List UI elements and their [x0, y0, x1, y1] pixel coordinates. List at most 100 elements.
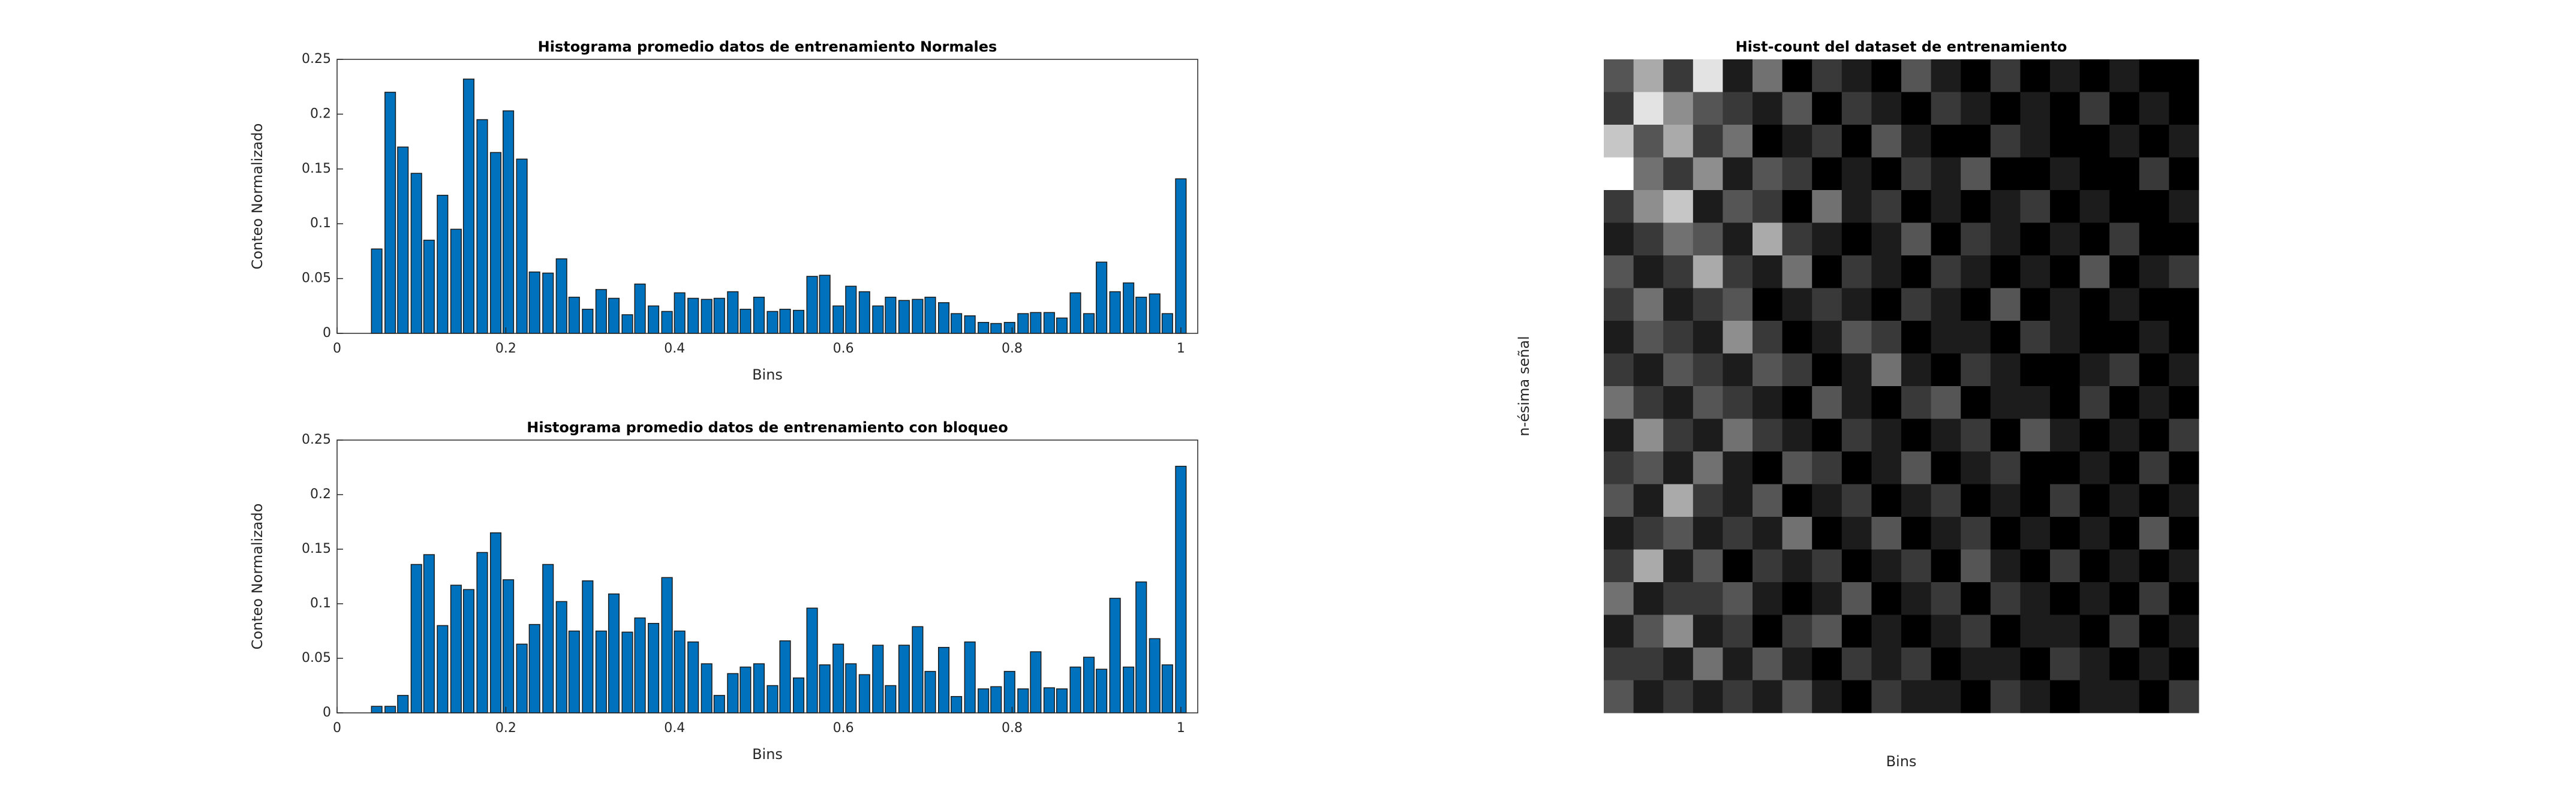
- heat-cell: [2020, 157, 2051, 191]
- heat-cell: [1604, 582, 1634, 615]
- heat-cell: [1693, 451, 1723, 484]
- heat-cell: [1901, 484, 1932, 517]
- x-axis-label: Bins: [1886, 753, 1917, 770]
- heat-cell: [1841, 222, 1872, 256]
- bar: [1109, 291, 1121, 334]
- heat-cell: [1961, 451, 1991, 484]
- heat-cell: [1604, 255, 1634, 288]
- bar: [1149, 638, 1161, 713]
- heat-cell: [1931, 582, 1961, 615]
- heat-cell: [1604, 418, 1634, 452]
- y-tick-label: 0.05: [302, 651, 331, 666]
- bar: [648, 623, 660, 713]
- heat-cell: [2050, 451, 2081, 484]
- heat-cell: [2139, 418, 2169, 452]
- bar: [503, 110, 515, 334]
- heat-cell: [2020, 517, 2051, 550]
- bar: [582, 580, 594, 713]
- bar: [476, 119, 488, 334]
- heat-cell: [1633, 125, 1664, 158]
- heat-cell: [1901, 648, 1932, 680]
- heat-cell: [1753, 92, 1783, 125]
- bar: [608, 297, 620, 334]
- heat-cell: [1633, 615, 1664, 648]
- y-axis-label: Conteo Normalizado: [249, 504, 266, 650]
- heat-cell: [1931, 353, 1961, 387]
- bar: [528, 271, 540, 334]
- heat-cell: [1901, 92, 1932, 125]
- heat-cell: [2109, 451, 2140, 484]
- bar: [462, 79, 475, 334]
- x-tick-label: 1: [1177, 721, 1185, 736]
- heat-cell: [2079, 125, 2110, 158]
- bar: [1069, 292, 1081, 334]
- bar: [727, 291, 739, 334]
- heat-cell: [1663, 549, 1694, 583]
- bar: [661, 311, 673, 334]
- bar: [1109, 598, 1121, 713]
- heat-cell: [2050, 549, 2081, 583]
- heat-cell: [1871, 418, 1902, 452]
- bar: [634, 617, 646, 713]
- heat-cell: [1961, 190, 1991, 223]
- bar: [951, 313, 963, 334]
- heat-cell: [1663, 255, 1694, 288]
- x-tick-label: 0.8: [1002, 341, 1023, 356]
- heat-cell: [2109, 222, 2140, 256]
- heat-cell: [1633, 157, 1664, 191]
- heat-cell: [1604, 157, 1634, 191]
- heat-cell: [2109, 582, 2140, 615]
- heat-cell: [2050, 321, 2081, 354]
- heat-cell: [1841, 353, 1872, 387]
- heat-cell: [1753, 615, 1783, 648]
- bar: [713, 695, 725, 713]
- heat-cell: [1931, 517, 1961, 550]
- x-tick-label: 0: [333, 341, 341, 356]
- bar: [978, 688, 990, 713]
- heat-cell: [2109, 321, 2140, 354]
- heat-cell: [1841, 451, 1872, 484]
- heat-cell: [1961, 549, 1991, 583]
- heat-cell: [1871, 125, 1902, 158]
- heat-cell: [1812, 190, 1842, 223]
- heat-cell: [1961, 321, 1991, 354]
- heat-cell: [1931, 125, 1961, 158]
- heat-cell: [1990, 321, 2021, 354]
- heat-cell: [1990, 59, 2021, 92]
- bar: [437, 194, 449, 334]
- heat-cell: [1723, 517, 1753, 550]
- heat-cell: [1901, 125, 1932, 158]
- heat-cell: [1961, 386, 1991, 419]
- bar: [397, 146, 409, 334]
- bar: [1175, 178, 1187, 334]
- heat-cell: [2050, 386, 2081, 419]
- heat-cell: [1723, 648, 1753, 680]
- heat-cell: [2139, 484, 2169, 517]
- heat-cell: [1663, 190, 1694, 223]
- heat-cell: [1961, 255, 1991, 288]
- heat-cell: [1633, 92, 1664, 125]
- heat-cell: [1841, 59, 1872, 92]
- heat-cell: [1901, 222, 1932, 256]
- y-axis-label: Conteo Normalizado: [249, 124, 266, 270]
- bar: [806, 607, 818, 713]
- bar: [542, 564, 554, 713]
- heat-cell: [2169, 648, 2199, 680]
- heat-cell: [1812, 255, 1842, 288]
- bar: [437, 625, 449, 713]
- bar: [1017, 688, 1029, 713]
- bar: [858, 291, 870, 334]
- heat-cell: [1931, 157, 1961, 191]
- heat-cell: [1901, 288, 1932, 321]
- heat-cell: [1723, 157, 1753, 191]
- bar: [845, 663, 857, 713]
- bar: [740, 309, 752, 334]
- heat-cell: [2109, 517, 2140, 550]
- heat-cell: [1693, 222, 1723, 256]
- heat-cell: [1901, 680, 1932, 713]
- bar: [528, 624, 540, 713]
- heat-cell: [2079, 517, 2110, 550]
- bar: [858, 674, 870, 713]
- heat-cell: [1931, 549, 1961, 583]
- bar: [1056, 688, 1068, 713]
